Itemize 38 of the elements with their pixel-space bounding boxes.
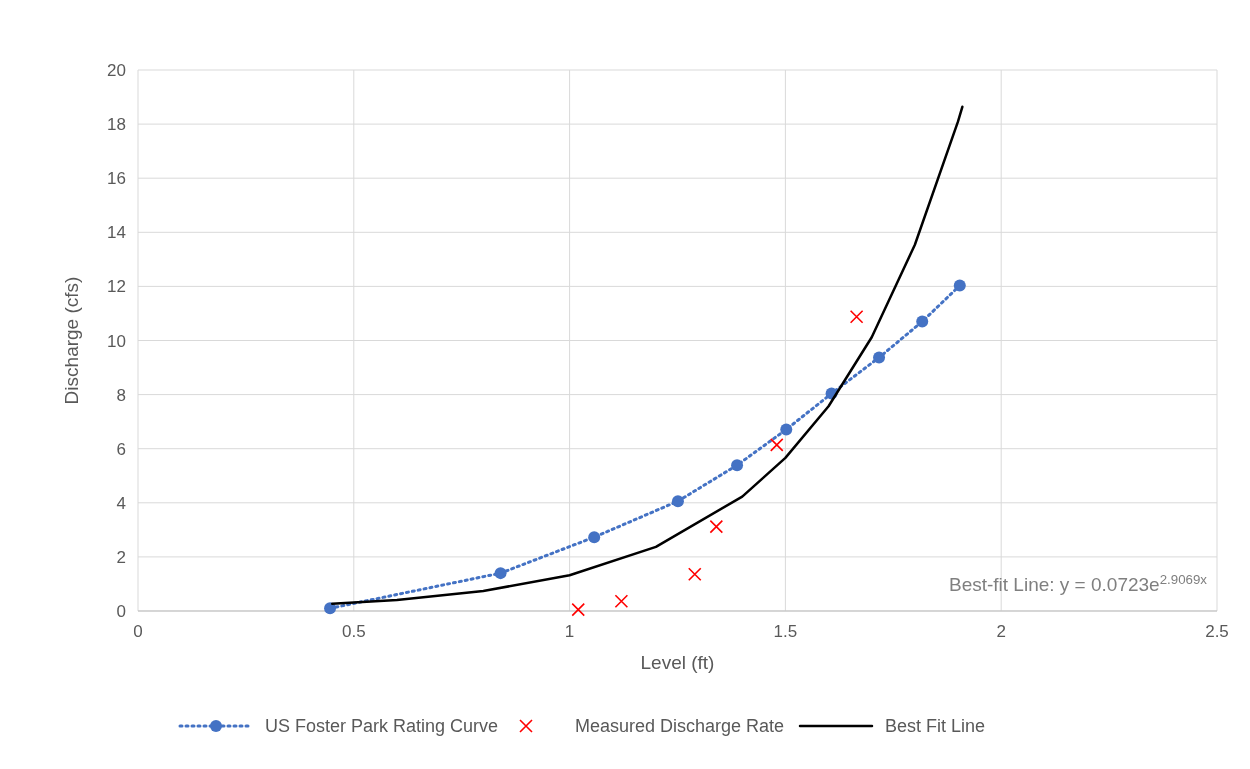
y-tick-label: 4 — [116, 493, 126, 513]
point — [671, 495, 684, 508]
y-tick-label: 8 — [116, 385, 126, 405]
point — [849, 309, 864, 324]
y-tick-label: 14 — [107, 223, 126, 243]
x-tick-label: 0.5 — [341, 622, 366, 641]
point — [687, 567, 702, 582]
y-tick-label: 20 — [107, 61, 126, 80]
x-tick-label: 2 — [996, 622, 1006, 641]
point — [614, 594, 629, 609]
y-tick-label: 2 — [116, 547, 126, 567]
point — [588, 531, 601, 544]
point — [731, 459, 744, 472]
point — [873, 351, 886, 364]
x-tick-label: 1 — [564, 622, 575, 641]
point — [780, 423, 793, 436]
x-axis-title: Level (ft) — [640, 652, 715, 673]
y-tick-label: 10 — [107, 331, 126, 351]
point — [324, 602, 337, 615]
y-tick-label: 12 — [107, 277, 126, 297]
x-tick-label: 2.5 — [1205, 622, 1229, 641]
legend-label: Measured Discharge Rate — [575, 716, 785, 736]
x-tick-label: 1.5 — [773, 622, 798, 641]
point — [709, 519, 724, 534]
y-tick-label: 0 — [116, 602, 126, 621]
legend-label: Best Fit Line — [885, 716, 986, 736]
legend-label: US Foster Park Rating Curve — [265, 716, 499, 736]
point — [769, 438, 784, 452]
y-tick-label: 18 — [107, 115, 126, 135]
point — [953, 279, 966, 292]
point — [494, 567, 507, 580]
point — [571, 602, 586, 617]
y-tick-label: 6 — [116, 439, 126, 459]
annotation: Best-fit Line: y = 0.0723e$^{2.9069x}$ — [948, 571, 1208, 595]
x-tick-label: 0 — [133, 622, 143, 641]
y-tick-label: 16 — [107, 169, 126, 189]
point — [916, 315, 929, 328]
y-axis-title: Discharge (cfs) — [61, 276, 82, 405]
